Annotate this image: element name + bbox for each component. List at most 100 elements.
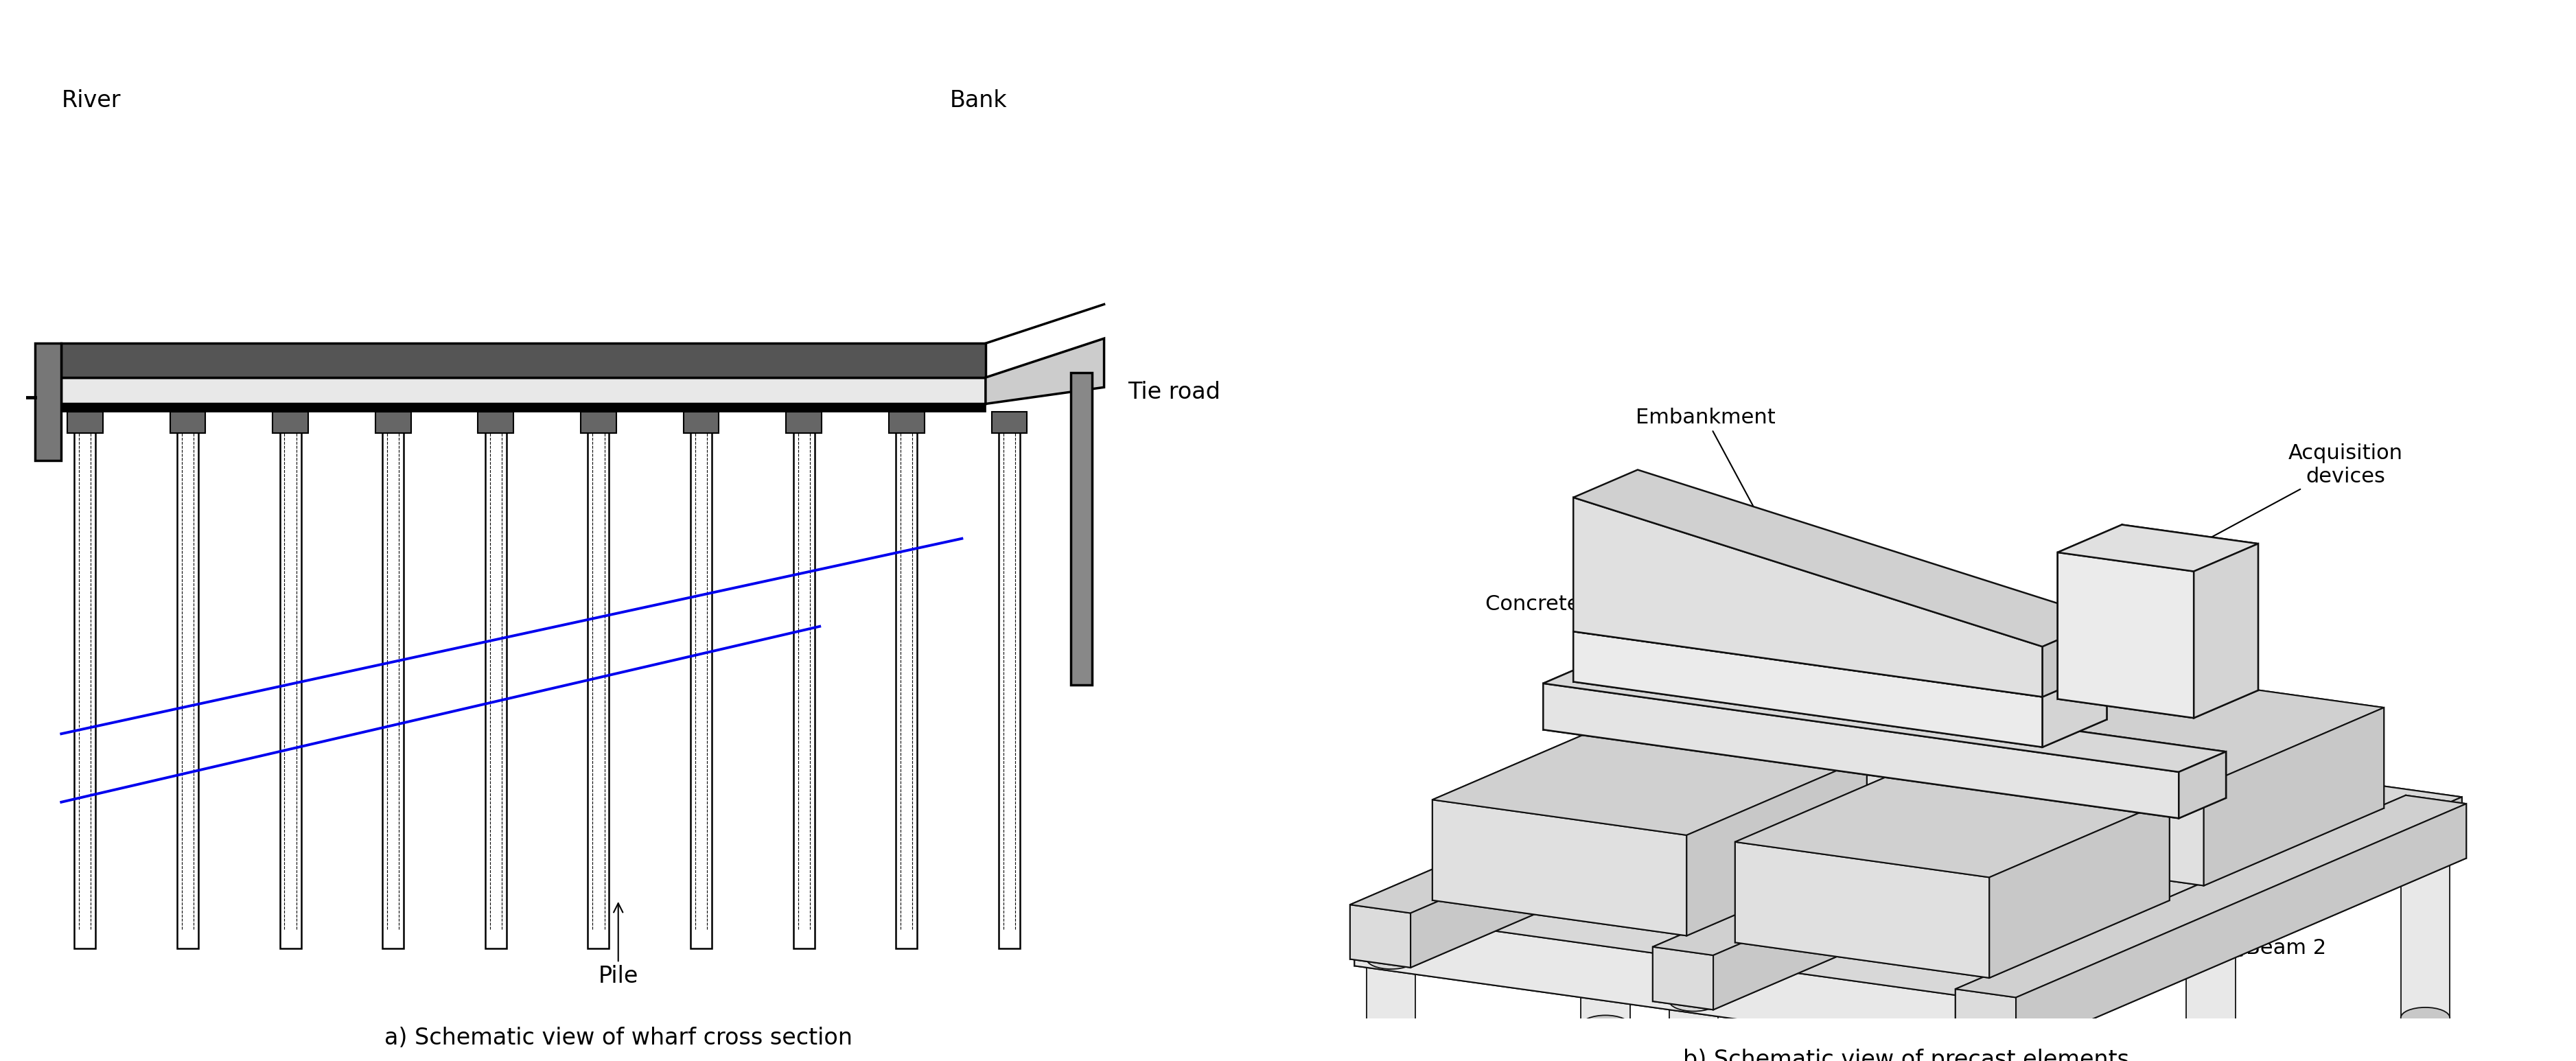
Polygon shape — [1355, 947, 2032, 1055]
Bar — [281, 412, 301, 949]
Bar — [683, 412, 719, 433]
Ellipse shape — [2187, 940, 2236, 961]
Polygon shape — [1654, 753, 2102, 1002]
Polygon shape — [1646, 630, 1826, 808]
Polygon shape — [1569, 801, 1613, 873]
Polygon shape — [1950, 772, 2383, 886]
Polygon shape — [2043, 669, 2107, 747]
Bar — [2187, 951, 2236, 1061]
Ellipse shape — [1582, 856, 1631, 876]
Bar — [793, 412, 814, 949]
Text: Embankment: Embankment — [1636, 407, 1775, 534]
Bar — [36, 344, 62, 460]
Bar — [1795, 775, 1844, 934]
Bar — [67, 412, 103, 433]
Polygon shape — [1574, 631, 2043, 747]
Polygon shape — [2419, 797, 2463, 870]
Polygon shape — [1574, 654, 2107, 747]
Polygon shape — [1432, 723, 1868, 835]
Polygon shape — [1355, 911, 1991, 1055]
Polygon shape — [1589, 663, 2226, 798]
Polygon shape — [1950, 750, 2205, 886]
Polygon shape — [1350, 765, 1860, 968]
Polygon shape — [1801, 711, 1860, 773]
Bar — [690, 412, 711, 949]
Polygon shape — [1574, 470, 2107, 646]
Polygon shape — [1687, 758, 1868, 936]
Polygon shape — [2058, 525, 2123, 699]
Text: Pile: Pile — [598, 903, 639, 988]
Polygon shape — [1654, 753, 2164, 955]
Polygon shape — [1646, 630, 2081, 743]
Polygon shape — [1736, 764, 1914, 942]
Polygon shape — [1574, 604, 1638, 682]
Bar — [992, 412, 1028, 433]
Ellipse shape — [2097, 806, 2148, 827]
Bar — [1365, 959, 1417, 1061]
Polygon shape — [1574, 604, 2107, 697]
Polygon shape — [1736, 764, 2169, 877]
Bar — [75, 412, 95, 949]
Polygon shape — [1355, 893, 1396, 966]
Polygon shape — [2058, 553, 2195, 718]
Polygon shape — [1569, 801, 2246, 908]
Bar — [786, 412, 822, 433]
Bar — [580, 412, 616, 433]
Bar — [479, 412, 513, 433]
Polygon shape — [2043, 619, 2107, 697]
Polygon shape — [1783, 727, 2419, 870]
Bar — [1971, 1043, 2022, 1061]
Polygon shape — [1355, 893, 2032, 999]
Polygon shape — [1955, 796, 2465, 997]
Polygon shape — [1350, 711, 1860, 914]
Polygon shape — [62, 404, 987, 412]
Polygon shape — [1950, 673, 2130, 850]
Bar — [1883, 908, 1932, 1061]
Polygon shape — [1826, 630, 2081, 766]
Polygon shape — [2205, 708, 2383, 886]
Polygon shape — [2406, 796, 2465, 858]
Text: Concrete slab: Concrete slab — [1486, 594, 1785, 684]
Polygon shape — [1638, 604, 2107, 719]
Text: Tie road: Tie road — [1128, 381, 1221, 403]
Polygon shape — [2195, 543, 2259, 718]
Polygon shape — [2130, 673, 2383, 808]
Polygon shape — [2058, 525, 2259, 572]
Text: Precast shell: Precast shell — [1659, 744, 1852, 921]
Polygon shape — [1955, 989, 2017, 1051]
Polygon shape — [2205, 889, 2246, 962]
Ellipse shape — [1795, 923, 1844, 943]
Polygon shape — [1654, 946, 1713, 1010]
Bar — [178, 412, 198, 949]
Polygon shape — [62, 378, 987, 404]
Polygon shape — [1991, 981, 2032, 1055]
Polygon shape — [2123, 525, 2259, 691]
Polygon shape — [1713, 762, 2164, 1010]
Polygon shape — [1783, 709, 2463, 816]
Text: b) Schematic view of precast elements: b) Schematic view of precast elements — [1682, 1048, 2130, 1061]
Text: a) Schematic view of wharf cross section: a) Schematic view of wharf cross section — [384, 1027, 853, 1049]
Polygon shape — [1432, 800, 1687, 936]
Bar — [2097, 816, 2148, 975]
Ellipse shape — [2401, 1007, 2450, 1028]
Polygon shape — [1901, 665, 2081, 843]
Polygon shape — [2058, 672, 2259, 718]
Ellipse shape — [2401, 848, 2450, 869]
Polygon shape — [1569, 855, 2246, 962]
Text: Bank: Bank — [951, 89, 1007, 112]
Bar — [889, 412, 925, 433]
Ellipse shape — [1582, 1015, 1631, 1036]
Polygon shape — [1350, 711, 1801, 959]
Ellipse shape — [1971, 1032, 2022, 1054]
Bar — [896, 412, 917, 949]
Polygon shape — [2017, 804, 2465, 1051]
Polygon shape — [987, 338, 1105, 404]
Polygon shape — [1412, 719, 1860, 968]
Polygon shape — [1955, 796, 2406, 1043]
Ellipse shape — [1883, 899, 1932, 919]
Bar — [2401, 858, 2450, 1017]
Polygon shape — [1914, 764, 2169, 901]
Text: Beam 2: Beam 2 — [2120, 938, 2326, 979]
Polygon shape — [1569, 819, 2205, 962]
Polygon shape — [1613, 723, 1868, 858]
